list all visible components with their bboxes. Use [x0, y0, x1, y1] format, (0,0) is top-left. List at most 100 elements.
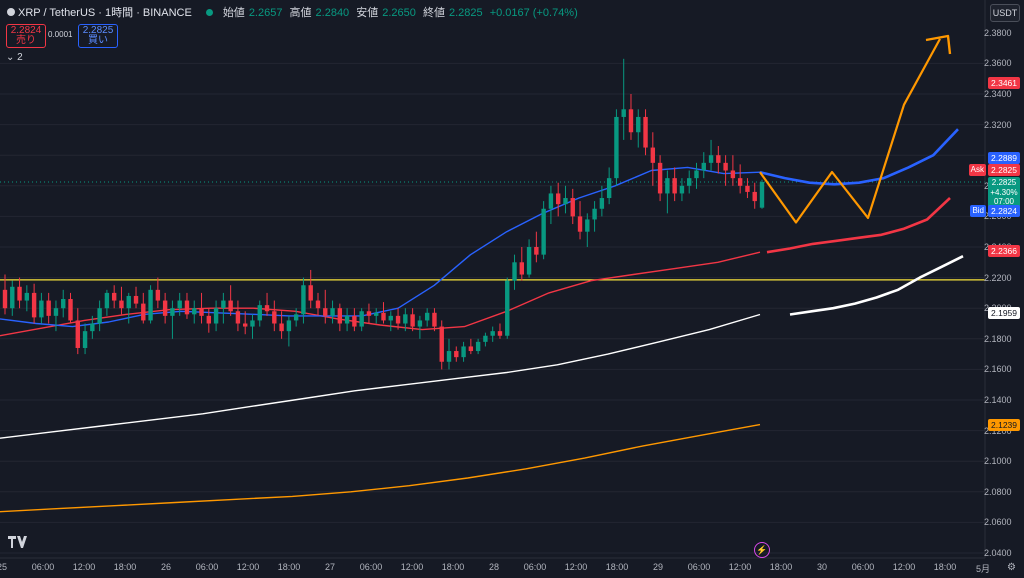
candle-body	[381, 312, 386, 321]
close-value: 2.2825	[448, 7, 483, 19]
candle-body	[279, 323, 284, 332]
indicator-collapse-toggle[interactable]: ⌄ 2	[6, 52, 23, 63]
candle-body	[737, 178, 743, 186]
price-tick-label: 2.0800	[984, 486, 1012, 497]
time-tick-label: 18:00	[769, 562, 793, 572]
low-value: 2.2650	[382, 7, 416, 19]
candle-body	[563, 198, 568, 205]
projection-red	[766, 197, 951, 254]
sell-label: 売り	[16, 35, 36, 46]
projection-white	[789, 255, 964, 316]
candle-body	[46, 300, 51, 316]
candle-body	[308, 285, 313, 301]
candle-body	[687, 178, 692, 186]
candle-body	[410, 314, 415, 327]
time-tick-label: 18:00	[441, 562, 465, 572]
candle-body	[264, 305, 270, 312]
change-value: +0.0167 (+0.74%)	[489, 7, 578, 19]
time-tick-label: 27	[324, 562, 336, 572]
candle-body	[184, 300, 190, 315]
candle-body	[24, 292, 30, 301]
candle-body	[366, 311, 372, 316]
time-tick-label: 28	[488, 562, 500, 572]
time-tick-label: 06:00	[687, 562, 711, 572]
candle-body	[621, 109, 626, 117]
tag-red-ma: 2.3461	[988, 77, 1020, 89]
buy-button[interactable]: 2.2825 買い	[78, 24, 118, 48]
price-tick-label: 2.1600	[984, 364, 1012, 375]
price-tick-label: 2.3400	[984, 89, 1012, 99]
candle-body	[708, 155, 714, 163]
time-tick-label: 18:00	[277, 562, 301, 572]
last-price: 2.2825	[991, 178, 1017, 187]
candle-body	[475, 341, 481, 352]
high-label: 高値	[289, 7, 312, 19]
candle-body	[606, 178, 612, 199]
sell-button[interactable]: 2.2824 売り	[6, 24, 46, 48]
candle-body	[636, 116, 641, 133]
candle-body	[628, 109, 634, 133]
candle-body	[359, 311, 364, 327]
candle-body	[672, 178, 677, 194]
gear-icon[interactable]: ⚙	[1007, 562, 1016, 573]
candle-body	[759, 181, 765, 208]
candle-body	[403, 314, 408, 324]
sell-price: 2.2824	[10, 25, 42, 36]
candle-body	[250, 320, 255, 327]
symbol-title[interactable]: XRP / TetherUS · 1時間 · BINANCE	[18, 7, 192, 19]
bar-countdown: 07:00	[993, 197, 1015, 206]
time-tick-label: 29	[652, 562, 664, 572]
tag-orange-ma: 2.1239	[988, 419, 1020, 431]
price-tick-label: 2.2200	[984, 272, 1012, 283]
tradingview-logo-icon[interactable]	[8, 536, 28, 551]
candle-body	[257, 305, 262, 321]
candle-body	[512, 262, 517, 281]
candle-body	[570, 198, 575, 217]
candle-body	[286, 320, 292, 332]
price-tick-label: 2.3200	[984, 119, 1012, 130]
candle-body	[10, 286, 15, 309]
lightning-icon[interactable]: ⚡	[754, 542, 770, 558]
candle-body	[752, 191, 757, 202]
candle-body	[235, 311, 241, 324]
candle-body	[162, 300, 168, 316]
ma-white-line	[0, 313, 761, 439]
time-tick-label: 25	[0, 562, 8, 572]
ma-blue-line	[0, 166, 761, 328]
symbol-dot-icon	[7, 8, 15, 16]
candle-body	[53, 308, 59, 316]
time-tick-label: 12:00	[236, 562, 260, 572]
candle-body	[461, 346, 466, 358]
currency-selector[interactable]: USDT	[990, 4, 1020, 22]
candle-body	[228, 300, 233, 312]
candle-body	[344, 315, 350, 324]
last-change: +4.30%	[990, 187, 1018, 197]
chevron-down-icon: ⌄	[6, 52, 15, 63]
candle-body	[723, 162, 728, 171]
candle-body	[155, 289, 161, 301]
candle-body	[126, 295, 131, 309]
last-price-tag: 2.2825 +4.30% 07:00	[988, 177, 1020, 208]
ma-red-line	[0, 251, 761, 337]
candle-body	[119, 300, 124, 309]
candle-body	[446, 351, 452, 362]
candle-body	[468, 346, 474, 352]
candle-body	[490, 331, 495, 336]
candle-body	[352, 315, 357, 327]
ma-orange-line	[0, 423, 761, 513]
candle-body	[395, 315, 401, 324]
candle-body	[177, 300, 182, 309]
candle-body	[424, 312, 430, 321]
candle-body	[432, 312, 437, 327]
bid-tag: Bid 2.2824	[970, 205, 1020, 217]
candle-body	[75, 320, 80, 348]
candle-body	[90, 323, 95, 332]
candle-body	[111, 292, 117, 301]
candle-body	[221, 300, 226, 309]
candle-body	[192, 308, 197, 315]
price-tick-label: 2.3600	[984, 58, 1012, 69]
close-label: 終値	[422, 7, 445, 19]
time-tick-label: 06:00	[195, 562, 219, 572]
ohlc-values: 始値 2.2657 高値 2.2840 安値 2.2650 終値 2.2825 +0.0…	[223, 4, 582, 20]
